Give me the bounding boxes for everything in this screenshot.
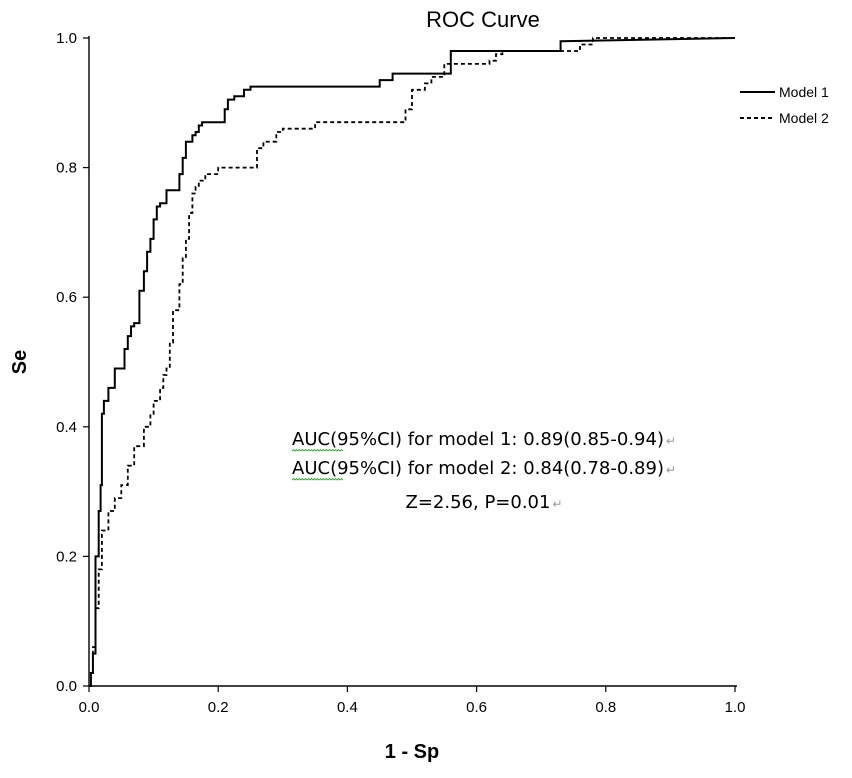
paragraph-mark-icon: ↵: [552, 497, 562, 511]
x-tick-label: 0.8: [595, 699, 616, 716]
legend-label-model-2: Model 2: [779, 110, 829, 126]
spellcheck-underline: [291, 477, 344, 481]
x-tick-label: 1.0: [725, 699, 746, 716]
series-line-model-1: [89, 37, 736, 687]
y-axis-label: Se: [9, 350, 31, 374]
y-tick-label: 0.4: [56, 419, 77, 436]
annotation-line-3: Z=2.56, P=0.01: [406, 492, 551, 513]
x-tick-label: 0.0: [79, 699, 100, 716]
spellcheck-underline: [291, 448, 344, 452]
legend-label-model-1: Model 1: [779, 84, 829, 100]
series-layer: [89, 37, 736, 687]
y-tick-label: 0.8: [56, 160, 77, 177]
annotation-line-1: AUC(95%CI) for model 1: 0.89(0.85-0.94): [292, 429, 664, 450]
paragraph-mark-icon: ↵: [666, 434, 676, 448]
chart-title: ROC Curve: [426, 7, 540, 32]
y-tick-label: 0.2: [56, 548, 77, 565]
x-axis-label: 1 - Sp: [385, 741, 439, 763]
y-tick-label: 0.0: [56, 678, 77, 695]
x-tick-label: 0.4: [337, 699, 358, 716]
annotations: AUC(95%CI) for model 1: 0.89(0.85-0.94) ↵…: [291, 429, 676, 513]
y-tick-label: 1.0: [56, 30, 77, 47]
axes: 0.0 0.2 0.4 0.6 0.8 1.0 0.0 0.2 0.4 0.6 0.8 1.0: [56, 30, 745, 716]
legend: Model 1 Model 2: [740, 84, 829, 126]
series-line-model-2: [89, 37, 735, 687]
y-tick-label: 0.6: [56, 289, 77, 306]
paragraph-mark-icon: ↵: [666, 463, 676, 477]
x-tick-label: 0.2: [208, 699, 229, 716]
x-tick-label: 0.6: [466, 699, 487, 716]
annotation-line-2: AUC(95%CI) for model 2: 0.84(0.78-0.89): [292, 458, 664, 479]
